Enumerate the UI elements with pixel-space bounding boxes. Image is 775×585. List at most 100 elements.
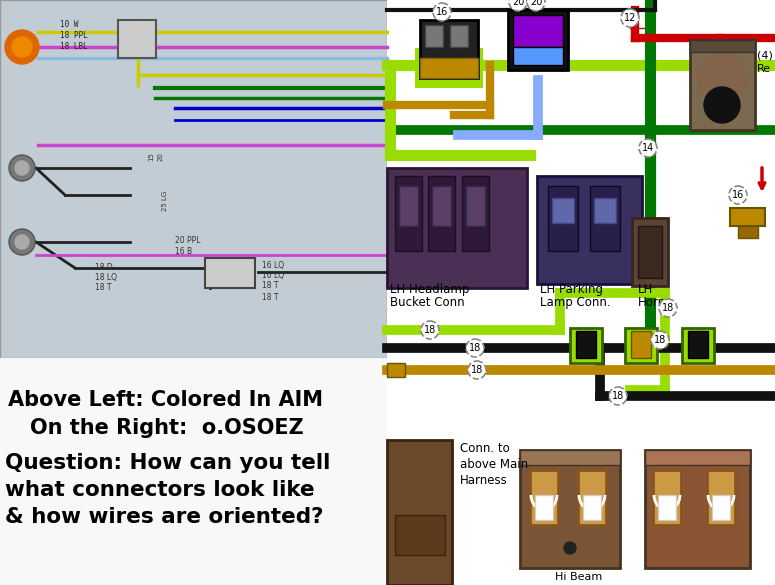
Text: Lamp Conn.: Lamp Conn. [540, 296, 611, 309]
Text: 16 LQ: 16 LQ [262, 271, 284, 280]
Bar [730, 208, 765, 226]
Bar [638, 226, 662, 278]
Text: 18 T: 18 T [262, 281, 278, 290]
Bar [535, 495, 553, 520]
Circle shape [468, 361, 486, 379]
Bar [387, 363, 405, 377]
Circle shape [466, 339, 484, 357]
Bar [428, 176, 455, 251]
Text: Above Left: Colored In AIM: Above Left: Colored In AIM [8, 390, 323, 410]
Circle shape [9, 229, 35, 255]
Text: 15: 15 [148, 152, 154, 161]
Bar [690, 40, 755, 52]
Text: Hi Beam: Hi Beam [555, 572, 602, 582]
Circle shape [621, 9, 639, 27]
Text: 18 LQ: 18 LQ [95, 273, 117, 282]
Circle shape [609, 387, 627, 405]
Circle shape [564, 542, 576, 554]
Bar [395, 515, 445, 555]
Bar [576, 331, 596, 358]
Bar [645, 450, 750, 568]
Circle shape [15, 161, 29, 175]
Bar [513, 15, 563, 47]
Text: 18 T: 18 T [95, 283, 112, 292]
Bar [508, 10, 568, 70]
Bar [645, 450, 750, 465]
Text: & how wires are oriented?: & how wires are oriented? [5, 507, 323, 527]
Text: 18: 18 [612, 391, 624, 401]
Text: 18 T: 18 T [262, 293, 278, 302]
Bar [631, 331, 651, 358]
Text: 16 LQ: 16 LQ [262, 261, 284, 270]
Bar [548, 186, 578, 251]
Bar [0, 0, 387, 358]
Bar [415, 48, 483, 88]
Bar [552, 198, 574, 223]
Circle shape [659, 299, 677, 317]
Circle shape [509, 0, 527, 11]
Circle shape [12, 37, 32, 57]
Bar [387, 440, 452, 585]
Bar [395, 176, 422, 251]
Text: 16: 16 [436, 7, 448, 17]
Bar [690, 40, 755, 130]
Bar [399, 186, 418, 226]
Bar [432, 186, 451, 226]
Text: what connectors look like: what connectors look like [5, 480, 315, 500]
Text: 16: 16 [732, 190, 744, 200]
Text: Re: Re [757, 64, 771, 74]
Text: On the Right:  o.OSOEZ: On the Right: o.OSOEZ [30, 418, 304, 438]
Text: 20: 20 [512, 0, 524, 7]
Bar [688, 331, 708, 358]
Bar [590, 186, 620, 251]
Bar [520, 450, 620, 568]
Bar [420, 58, 478, 78]
Text: 18 PPL: 18 PPL [60, 31, 88, 40]
Text: Harness: Harness [460, 474, 508, 487]
Text: 20: 20 [158, 152, 164, 161]
Bar [578, 470, 606, 525]
Circle shape [15, 235, 29, 249]
Text: 12: 12 [624, 13, 636, 23]
Text: 20 PPL: 20 PPL [175, 236, 201, 245]
Text: 18: 18 [469, 343, 481, 353]
Circle shape [9, 155, 35, 181]
Circle shape [639, 139, 657, 157]
Bar [583, 495, 601, 520]
Text: 10 W: 10 W [60, 20, 78, 29]
Circle shape [704, 87, 740, 123]
Bar [420, 20, 478, 78]
Text: 14: 14 [642, 143, 654, 153]
Text: Bucket Conn: Bucket Conn [390, 296, 465, 309]
Bar [466, 186, 485, 226]
Bar [462, 176, 489, 251]
Bar [513, 47, 563, 65]
Bar [387, 168, 527, 288]
Bar [0, 358, 387, 585]
Text: 18: 18 [424, 325, 436, 335]
Text: 18 LBL: 18 LBL [60, 42, 88, 51]
Text: (4): (4) [757, 50, 773, 60]
Text: 18 D: 18 D [95, 263, 112, 272]
Bar [387, 0, 775, 585]
Text: above Main: above Main [460, 458, 528, 471]
Text: 18: 18 [654, 335, 666, 345]
Circle shape [697, 53, 747, 103]
Text: 18: 18 [662, 303, 674, 313]
Text: 16 B: 16 B [175, 247, 192, 256]
Bar [625, 328, 657, 363]
Text: LH: LH [638, 283, 653, 296]
Bar [738, 226, 758, 238]
Text: LH Headlamp: LH Headlamp [390, 283, 470, 296]
Bar [425, 25, 443, 47]
Text: Question: How can you tell: Question: How can you tell [5, 453, 330, 473]
Bar [653, 470, 681, 525]
Circle shape [651, 331, 669, 349]
Bar [632, 218, 668, 286]
Text: 25 LG: 25 LG [162, 191, 168, 211]
Circle shape [433, 3, 451, 21]
Bar [570, 328, 602, 363]
Circle shape [421, 321, 439, 339]
Bar [682, 328, 714, 363]
Bar [658, 495, 676, 520]
